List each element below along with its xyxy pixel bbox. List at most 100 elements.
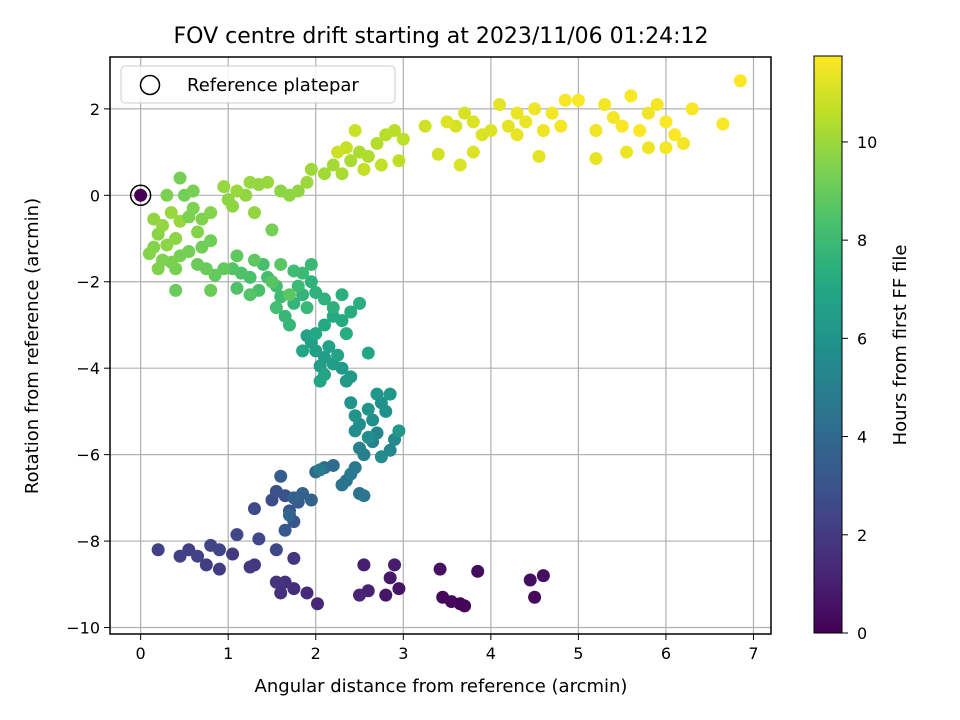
data-point <box>348 409 362 423</box>
data-point <box>370 387 384 401</box>
data-point <box>471 564 485 578</box>
data-point <box>230 249 244 263</box>
data-point <box>317 167 331 181</box>
y-axis-label: Rotation from reference (arcmin) <box>22 198 43 494</box>
data-point <box>528 590 542 604</box>
data-point <box>466 115 480 129</box>
data-point <box>388 558 402 572</box>
colorbar-label: Hours from first FF file <box>890 245 911 446</box>
legend: Reference platepar <box>120 65 396 104</box>
data-point <box>164 206 178 220</box>
y-tick-label: 2 <box>90 100 100 119</box>
x-axis-label: Angular distance from reference (arcmin) <box>255 676 628 697</box>
data-point <box>383 387 397 401</box>
data-point <box>571 93 585 107</box>
data-point <box>265 275 279 289</box>
data-point <box>269 575 283 589</box>
data-point <box>265 223 279 237</box>
x-tick-label: 0 <box>136 644 146 663</box>
grid-lines <box>110 57 771 634</box>
data-point <box>278 523 292 537</box>
data-point <box>247 502 261 516</box>
data-point <box>282 508 296 522</box>
data-point <box>374 158 388 172</box>
data-point <box>357 162 371 176</box>
data-point <box>440 115 454 129</box>
data-point <box>641 141 655 155</box>
data-point <box>304 162 318 176</box>
data-point <box>344 396 358 410</box>
data-point <box>650 98 664 112</box>
data-point <box>361 346 375 360</box>
data-point <box>433 562 447 576</box>
data-point <box>620 145 634 159</box>
data-point <box>304 493 318 507</box>
x-tick-label: 5 <box>573 644 583 663</box>
x-axis-ticks: 0 1 2 3 4 5 6 7 <box>136 634 759 663</box>
reference-point-fill <box>134 188 148 202</box>
data-point <box>287 491 301 505</box>
data-point <box>191 225 205 239</box>
plot-frame <box>109 56 772 635</box>
data-point <box>156 219 170 233</box>
data-point <box>339 327 353 341</box>
data-point <box>361 149 375 163</box>
data-point <box>357 489 371 503</box>
data-point <box>392 582 406 596</box>
data-point <box>716 117 730 131</box>
data-point <box>204 234 218 248</box>
data-point <box>186 201 200 215</box>
data-point <box>326 458 340 472</box>
data-point <box>326 158 340 172</box>
data-point <box>659 115 673 129</box>
x-tick-label: 3 <box>398 644 408 663</box>
data-point <box>173 549 187 563</box>
data-point <box>169 283 183 297</box>
data-point <box>243 288 257 302</box>
y-tick-label: −6 <box>76 446 100 465</box>
data-point <box>282 288 296 302</box>
data-point <box>278 309 292 323</box>
colorbar-tick-label: 6 <box>857 329 867 348</box>
data-point <box>309 327 323 341</box>
data-point <box>558 93 572 107</box>
reference-point-marker <box>129 184 152 207</box>
data-point <box>274 586 288 600</box>
data-point <box>501 119 515 133</box>
data-point <box>523 573 537 587</box>
data-point <box>484 123 498 137</box>
colorbar-tick-label: 10 <box>857 133 877 152</box>
data-point <box>287 264 301 278</box>
data-point <box>510 106 524 120</box>
colorbar-tick-label: 8 <box>857 231 867 250</box>
data-point <box>493 98 507 112</box>
data-point <box>353 441 367 455</box>
data-point <box>269 301 283 315</box>
x-tick-label: 1 <box>223 644 233 663</box>
data-point <box>458 599 472 613</box>
data-point <box>309 286 323 300</box>
data-point <box>287 551 301 565</box>
data-point <box>335 314 349 328</box>
data-point <box>191 549 205 563</box>
data-point <box>291 279 305 293</box>
data-point <box>379 588 393 602</box>
data-point <box>230 184 244 198</box>
data-point <box>274 469 288 483</box>
data-point <box>357 558 371 572</box>
x-tick-label: 7 <box>748 644 758 663</box>
data-point <box>331 145 345 159</box>
x-tick-label: 4 <box>486 644 496 663</box>
data-point <box>641 106 655 120</box>
data-point <box>733 74 747 88</box>
data-point <box>685 102 699 116</box>
data-point <box>668 128 682 142</box>
data-point <box>510 128 524 142</box>
colorbar-tick-label: 2 <box>857 526 867 545</box>
data-point <box>370 136 384 150</box>
data-point <box>274 257 288 271</box>
data-point <box>212 562 226 576</box>
colorbar-tick-label: 0 <box>857 624 867 643</box>
data-point <box>453 158 467 172</box>
data-point <box>217 180 231 194</box>
